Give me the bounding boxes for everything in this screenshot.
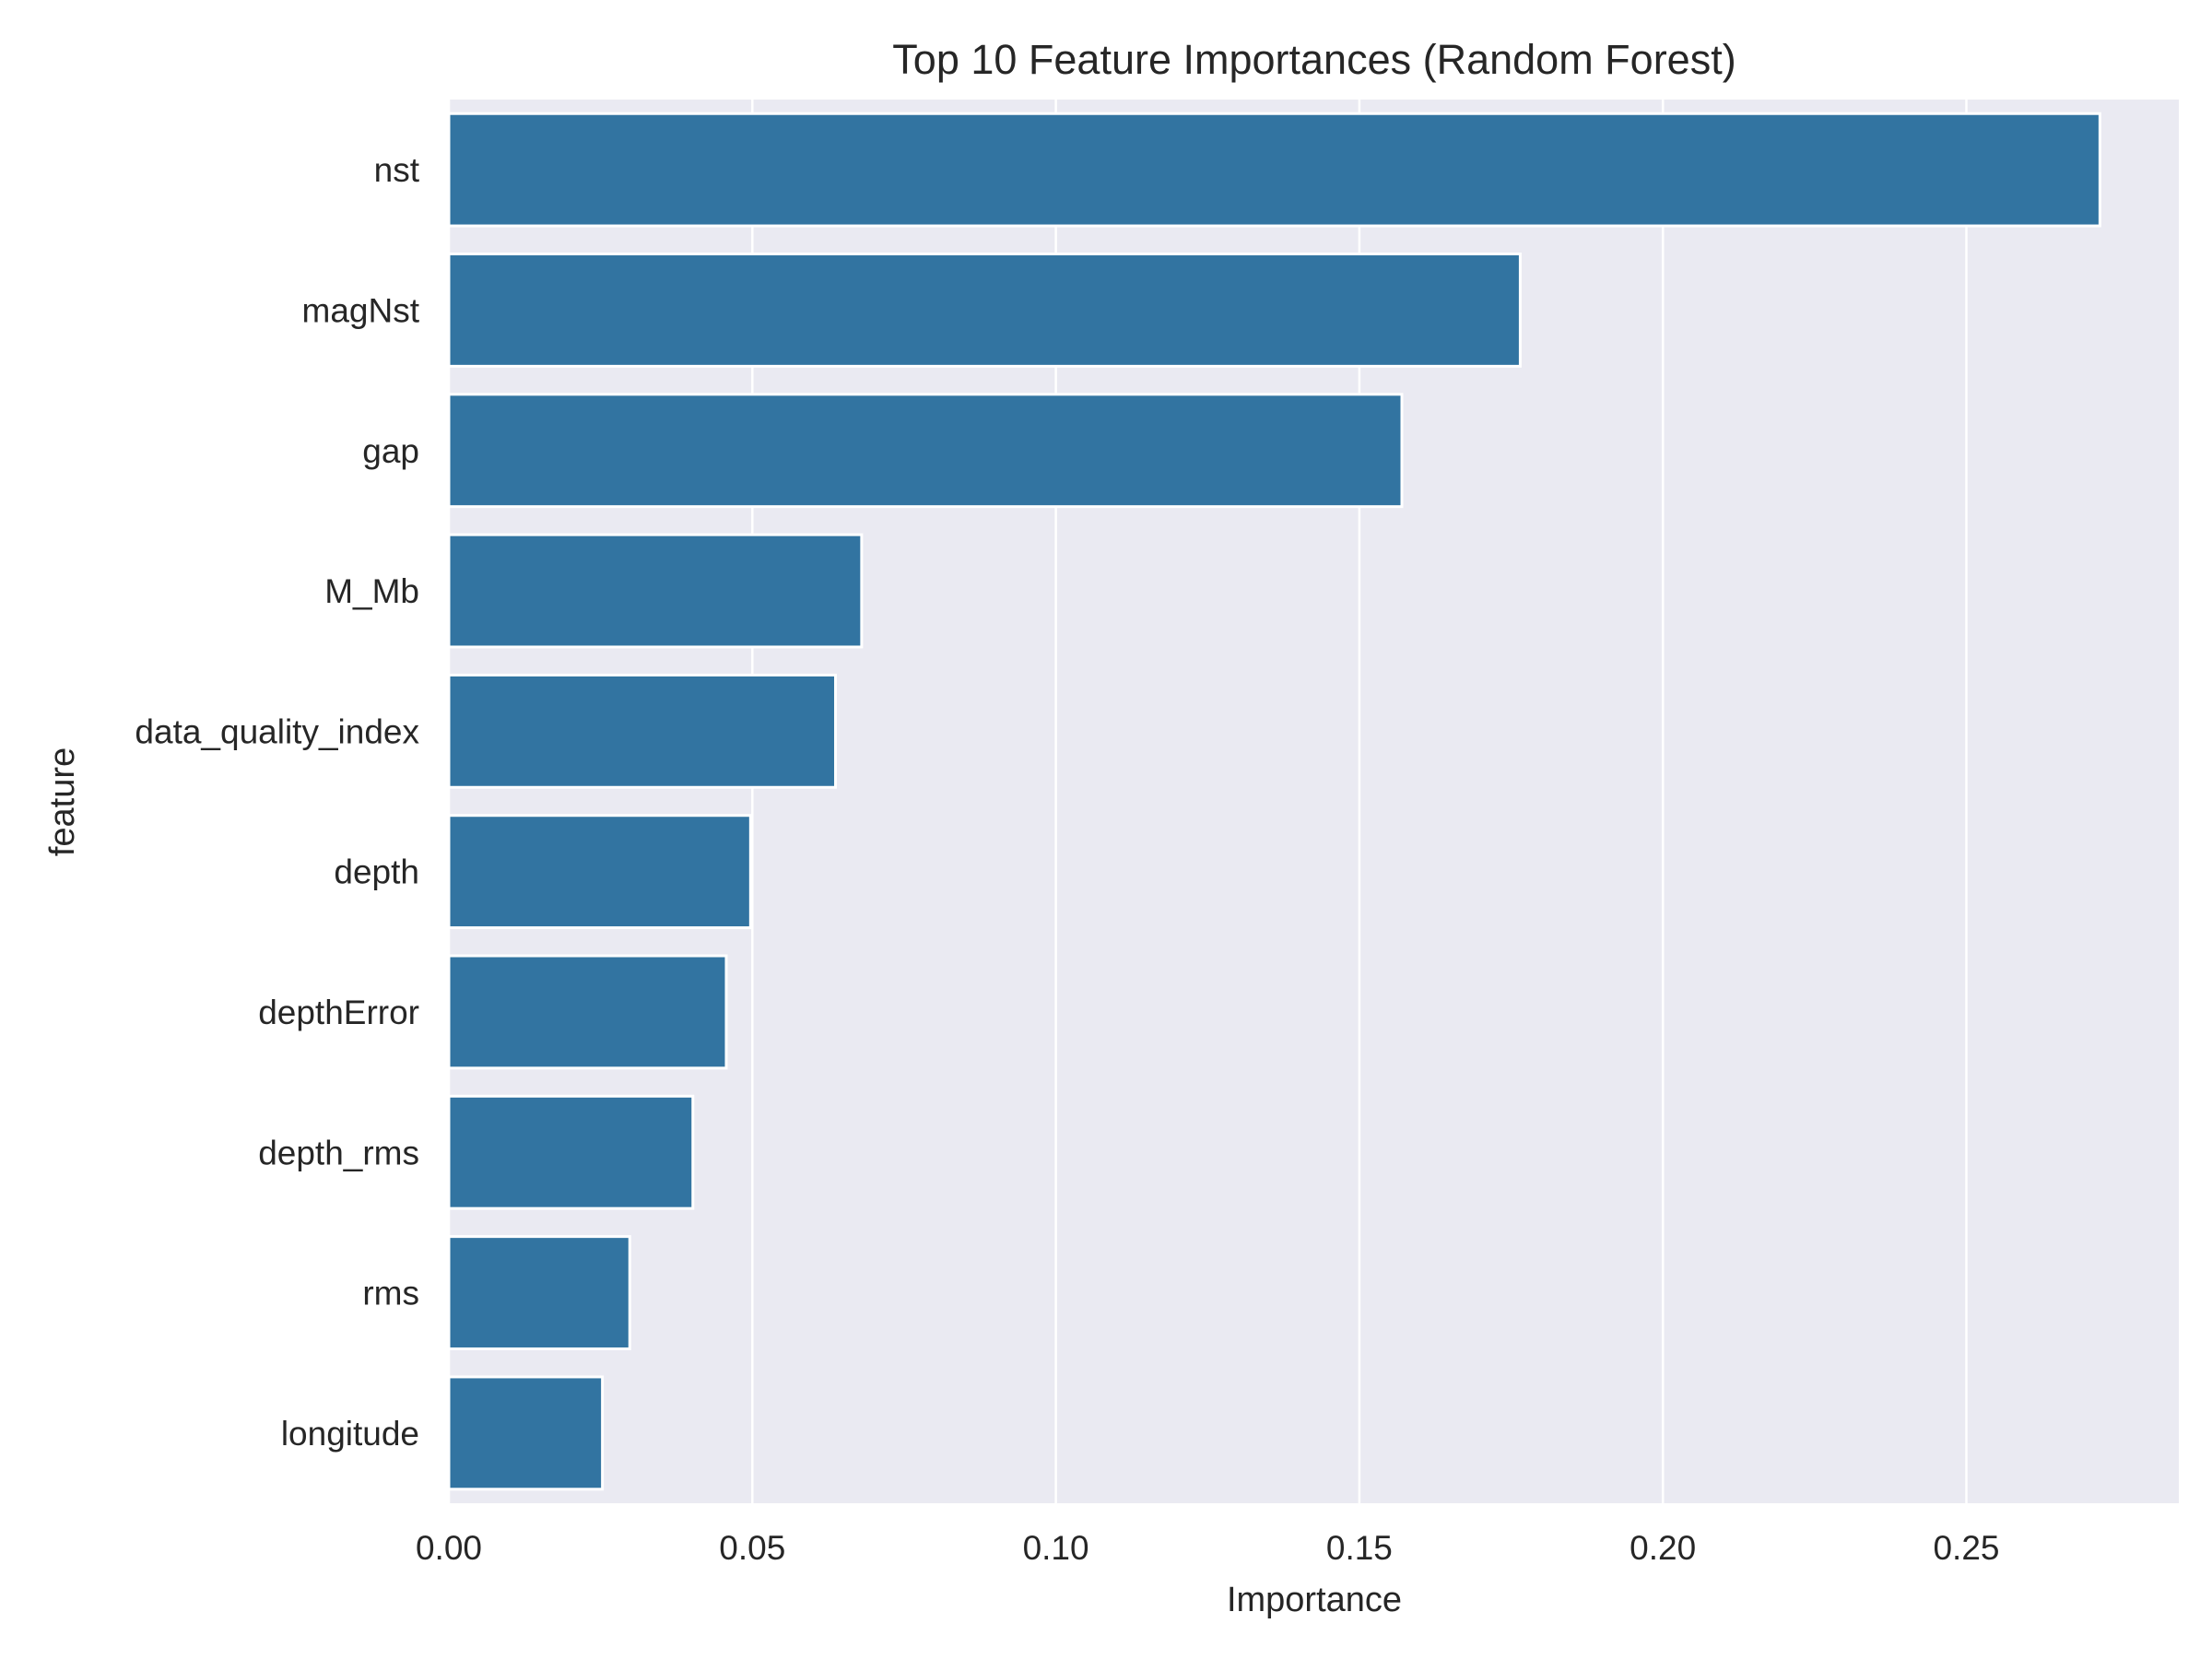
y-tick-label: M_Mb xyxy=(324,572,419,610)
x-axis-label: Importance xyxy=(1227,1581,1402,1619)
bars xyxy=(447,112,2101,1491)
chart-title: Top 10 Feature Importances (Random Fores… xyxy=(892,36,1735,83)
y-axis-label: feature xyxy=(43,747,82,856)
y-tick-label: depthError xyxy=(258,994,419,1031)
y-tick-label: magNst xyxy=(302,291,420,329)
bar-M_Mb xyxy=(447,533,864,649)
y-tick-label: data_quality_index xyxy=(135,712,419,750)
x-tick-labels: 0.00 0.05 0.10 0.15 0.20 0.25 xyxy=(416,1529,2000,1567)
x-tick-label: 0.25 xyxy=(1933,1529,1999,1567)
bar-rms xyxy=(447,1235,631,1350)
x-tick-label: 0.05 xyxy=(719,1529,785,1567)
x-tick-label: 0.10 xyxy=(1023,1529,1089,1567)
y-tick-label: longitude xyxy=(281,1415,419,1453)
bar-depthError xyxy=(447,954,728,1070)
bar-longitude xyxy=(447,1375,605,1491)
bar-depth xyxy=(447,814,752,930)
y-tick-label: gap xyxy=(362,432,419,470)
x-tick-label: 0.20 xyxy=(1630,1529,1696,1567)
bar-magNst xyxy=(447,253,1522,368)
bar-data_quality_index xyxy=(447,673,838,789)
y-tick-label: depth_rms xyxy=(258,1134,419,1171)
y-tick-label: depth xyxy=(334,853,419,891)
bar-nst xyxy=(447,112,2101,228)
x-tick-label: 0.15 xyxy=(1326,1529,1393,1567)
y-tick-label: nst xyxy=(374,151,420,189)
bar-depth_rms xyxy=(447,1094,695,1210)
bar-gap xyxy=(447,393,1404,509)
x-tick-label: 0.00 xyxy=(416,1529,482,1567)
y-tick-label: rms xyxy=(362,1275,419,1312)
